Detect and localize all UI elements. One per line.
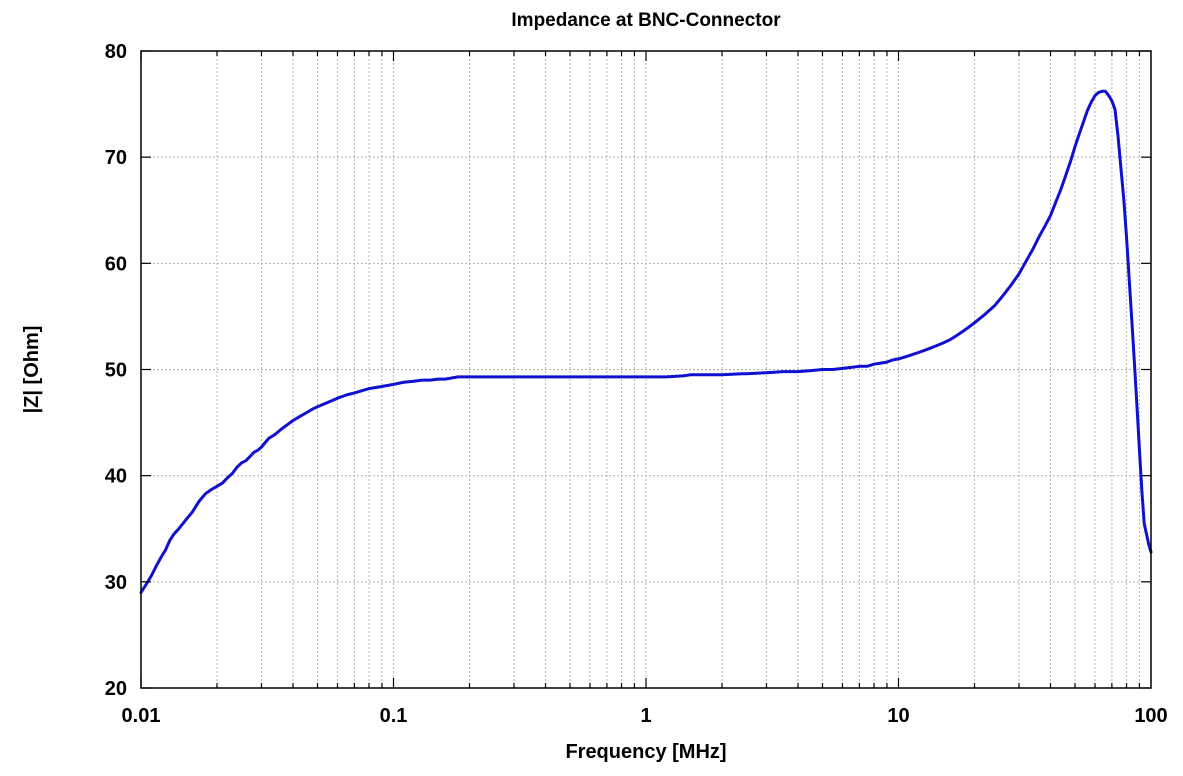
y-tick-label: 30 bbox=[105, 572, 127, 594]
y-tick-labels: 20 30 40 50 60 70 80 bbox=[105, 41, 127, 700]
chart-title: Impedance at BNC-Connector bbox=[511, 10, 781, 31]
y-tick-label: 50 bbox=[105, 360, 127, 382]
x-tick-label: 100 bbox=[1134, 705, 1167, 727]
series-line bbox=[139, 89, 1153, 594]
tick-marks bbox=[140, 50, 1151, 689]
y-tick-label: 20 bbox=[105, 678, 127, 700]
y-tick-label: 80 bbox=[105, 41, 127, 63]
x-tick-label: 1 bbox=[640, 705, 651, 727]
y-axis-title: |Z| [Ohm] bbox=[21, 326, 43, 414]
series-layer bbox=[139, 89, 1153, 594]
y-tick-label: 60 bbox=[105, 253, 127, 275]
x-tick-labels: 0.01 0.1 1 10 100 bbox=[122, 705, 1168, 727]
y-tick-label: 70 bbox=[105, 147, 127, 169]
y-tick-label: 40 bbox=[105, 466, 127, 488]
x-tick-label: 0.1 bbox=[380, 705, 408, 727]
grid bbox=[141, 51, 1151, 688]
x-tick-label: 0.01 bbox=[122, 705, 161, 727]
x-tick-label: 10 bbox=[887, 705, 909, 727]
x-axis-title: Frequency [MHz] bbox=[565, 741, 726, 763]
